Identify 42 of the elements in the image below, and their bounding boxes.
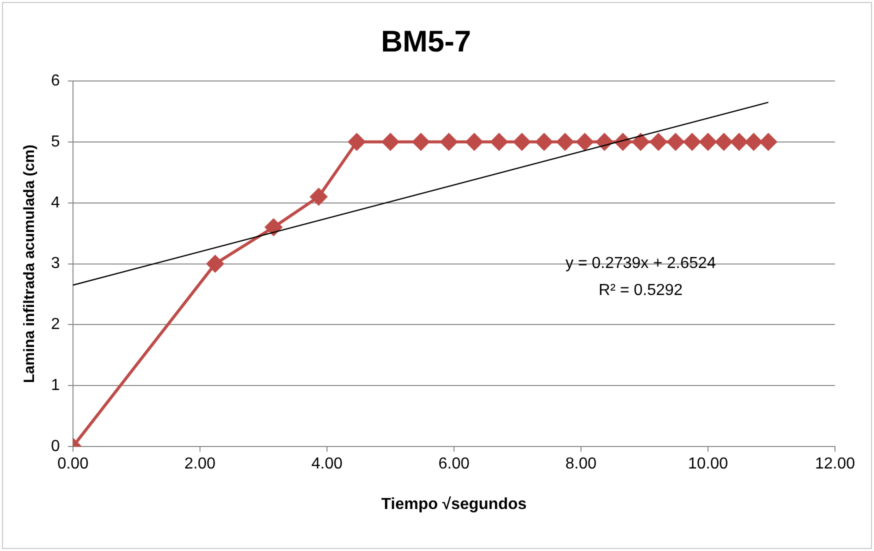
point (650, 133, 667, 150)
y-tick-label: 0 (50, 438, 60, 456)
point (715, 133, 732, 150)
point (265, 218, 282, 236)
y-tick-label: 4 (50, 194, 60, 212)
point (667, 133, 684, 150)
x-tick-label: 0.00 (57, 456, 89, 473)
y-tick-label: 1 (50, 377, 60, 394)
point (730, 133, 748, 150)
point (206, 255, 224, 272)
point (632, 133, 650, 150)
x-tick-label: 8.00 (565, 456, 597, 473)
y-tick-label: 5 (50, 133, 60, 150)
x-tick-label: 6.00 (438, 456, 470, 473)
annotation: y = 0.2739x + 2.6524 (565, 255, 716, 272)
point (684, 133, 701, 150)
point (382, 133, 399, 150)
y-tick-label: 3 (50, 255, 60, 272)
chart-title: BM5-7 (380, 25, 472, 58)
point (310, 188, 328, 206)
point (466, 133, 483, 150)
x-tick-label: 12.00 (814, 456, 856, 473)
y-axis-title: Lamina infiltrada acumulada (cm) (21, 144, 38, 383)
point (536, 133, 553, 150)
x-tick-label: 4.00 (311, 456, 343, 473)
point (440, 133, 458, 150)
y-tick-label: 6 (50, 72, 60, 90)
point (699, 133, 716, 150)
point (412, 133, 430, 150)
point (490, 133, 508, 150)
y-tick-label: 2 (50, 316, 60, 334)
x-tick-label: 2.00 (184, 456, 216, 473)
point (556, 133, 574, 150)
x-axis-title: Tiempo √segundos (381, 496, 527, 513)
x-tick-label: 10.00 (688, 456, 728, 473)
point (513, 133, 530, 150)
point (760, 133, 777, 150)
annotation: R² = 0.5292 (598, 282, 683, 300)
point (745, 133, 762, 150)
point (348, 133, 366, 150)
point (596, 133, 613, 150)
point (576, 133, 594, 150)
